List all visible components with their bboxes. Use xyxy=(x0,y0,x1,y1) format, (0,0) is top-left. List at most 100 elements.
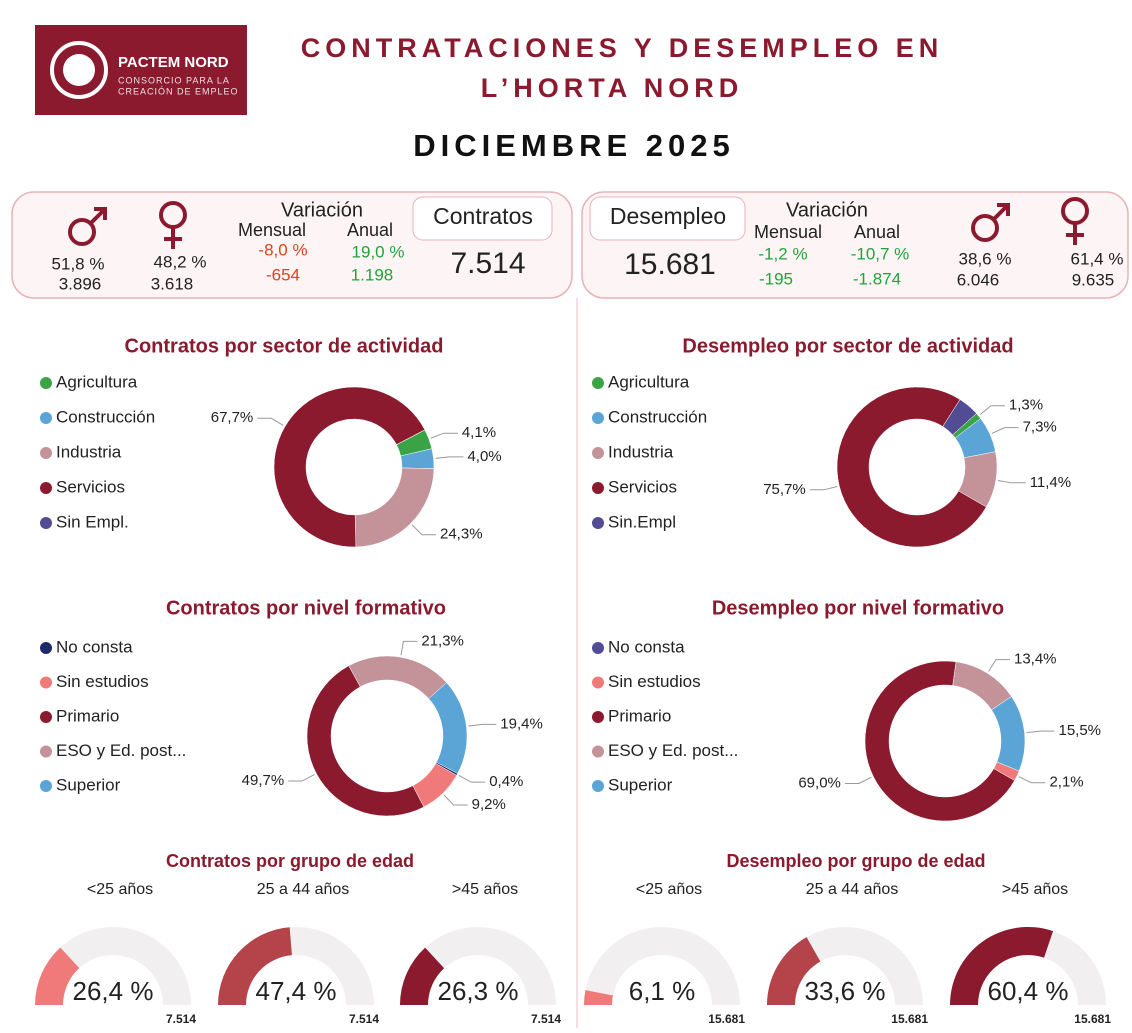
male-pct: 38,6 % xyxy=(959,249,1012,268)
chart-title: Desempleo por sector de actividad xyxy=(682,335,1013,357)
legend-marker xyxy=(40,780,52,792)
data-label: 7,3% xyxy=(1023,419,1057,436)
gauge-track xyxy=(584,927,740,1005)
legend-marker xyxy=(592,780,604,792)
gauge-category: 25 a 44 años xyxy=(257,881,350,898)
monthly-count: -195 xyxy=(759,269,793,288)
legend-label: Construcción xyxy=(608,407,707,426)
legend-label: Sin estudios xyxy=(56,672,149,691)
monthly-pct: -1,2 % xyxy=(758,244,807,263)
legend-marker xyxy=(40,482,52,494)
legend-label: Servicios xyxy=(608,477,677,496)
gauge-value-label: 26,3 % xyxy=(438,976,519,1006)
donut-slice xyxy=(428,682,468,774)
gauge-value-label: 60,4 % xyxy=(988,976,1069,1006)
leader-line xyxy=(435,456,464,459)
legend-marker xyxy=(592,482,604,494)
data-label: 9,2% xyxy=(472,796,506,813)
leader-line xyxy=(991,427,1019,434)
kpi-label: Contratos xyxy=(433,203,533,229)
logo-name: PACTEM NORD xyxy=(118,54,229,71)
legend-marker xyxy=(592,676,604,689)
data-label: 13,4% xyxy=(1014,651,1057,668)
female-pct: 48,2 % xyxy=(154,252,207,271)
donut-slice xyxy=(942,399,977,436)
data-label: 19,4% xyxy=(500,715,543,732)
female-pct: 61,4 % xyxy=(1071,249,1124,268)
gauge-value-label: 6,1 % xyxy=(629,976,696,1006)
donut-slice xyxy=(991,696,1026,772)
male-count: 6.046 xyxy=(957,270,1000,289)
female-count: 3.618 xyxy=(151,274,194,293)
logo-subtitle: CONSORCIO PARA LA xyxy=(118,75,230,85)
label-box xyxy=(589,196,746,241)
data-label: 15,5% xyxy=(1058,722,1101,739)
legend-marker xyxy=(40,412,52,424)
leader-line xyxy=(400,640,418,656)
gauge-value-label: 26,4 % xyxy=(73,976,154,1006)
gauge-total: 15.681 xyxy=(1074,1012,1111,1026)
legend-marker xyxy=(592,377,604,389)
leader-line xyxy=(468,723,497,727)
leader-line xyxy=(443,794,468,806)
male-icon xyxy=(68,207,107,246)
leader-line xyxy=(844,776,872,784)
legend-marker xyxy=(40,377,52,389)
donut-slice xyxy=(306,665,425,817)
female-icon xyxy=(1061,197,1089,245)
legend-marker xyxy=(40,447,52,459)
kpi-total: 7.514 xyxy=(450,247,525,280)
legend-label: ESO y Ed. post... xyxy=(608,741,738,760)
variation-title: Variación xyxy=(786,199,868,221)
leader-line xyxy=(997,480,1026,484)
title: CONTRATACIONES Y DESEMPLEO EN xyxy=(301,33,944,63)
annual-pct: 19,0 % xyxy=(352,242,405,261)
legend-label: No consta xyxy=(56,637,133,656)
gauge-value-label: 47,4 % xyxy=(256,976,337,1006)
chart-title: Contratos por grupo de edad xyxy=(166,851,414,871)
data-label: 67,7% xyxy=(211,409,254,426)
gauge-category: <25 años xyxy=(87,881,153,898)
data-label: 75,7% xyxy=(763,481,806,498)
title: L’HORTA NORD xyxy=(481,73,744,103)
donut-slice xyxy=(273,386,426,548)
donut-slice xyxy=(348,655,447,699)
legend-marker xyxy=(40,676,52,689)
data-label: 24,3% xyxy=(440,526,483,543)
monthly-pct: -8,0 % xyxy=(258,240,307,259)
period: DICIEMBRE 2025 xyxy=(413,128,735,163)
gauge-total: 15.681 xyxy=(708,1012,745,1026)
leader-line xyxy=(1026,730,1055,734)
gauge-category: <25 años xyxy=(636,881,702,898)
male-count: 3.896 xyxy=(59,274,102,293)
leader-line xyxy=(430,432,458,439)
gauge-value xyxy=(950,927,1054,1005)
gauge-total: 7.514 xyxy=(349,1012,379,1026)
kpi-label: Desempleo xyxy=(610,203,726,229)
logo-mark xyxy=(63,54,95,86)
chart-title: Contratos por sector de actividad xyxy=(125,335,444,357)
legend-label: Superior xyxy=(56,775,121,794)
legend-marker xyxy=(592,412,604,424)
legend-label: Primario xyxy=(56,706,119,725)
legend-label: Sin Empl. xyxy=(56,512,129,531)
legend-label: Sin estudios xyxy=(608,672,701,691)
legend-label: Primario xyxy=(608,706,671,725)
legend-marker xyxy=(40,642,52,654)
variation-title: Variación xyxy=(281,199,363,221)
legend-marker xyxy=(592,711,604,723)
legend-marker xyxy=(592,447,604,459)
gauge-category: >45 años xyxy=(452,881,518,898)
chart-title: Contratos por nivel formativo xyxy=(166,597,446,619)
gauge-value xyxy=(35,947,80,1005)
data-label: 69,0% xyxy=(798,774,841,791)
legend-label: Sin.Empl xyxy=(608,512,676,531)
data-label: 1,3% xyxy=(1009,397,1043,414)
gauge-category: 25 a 44 años xyxy=(806,881,899,898)
annual-count: -1.874 xyxy=(853,269,901,288)
data-label: 11,4% xyxy=(1030,474,1071,491)
male-pct: 51,8 % xyxy=(52,254,105,273)
data-label: 4,1% xyxy=(462,424,496,441)
leader-line xyxy=(458,774,486,783)
